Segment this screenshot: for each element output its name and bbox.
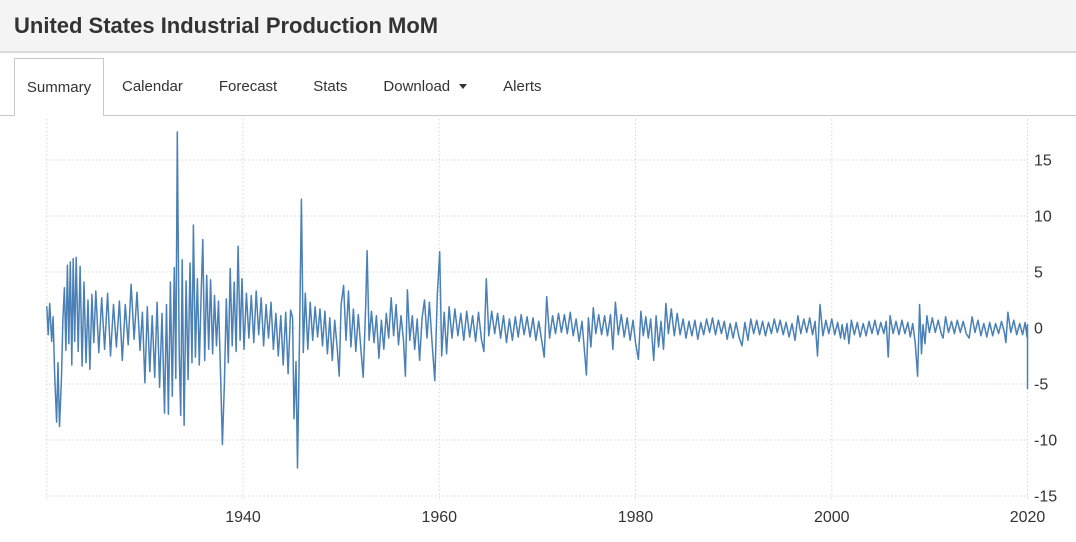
x-axis-tick-label: 2020 <box>1010 509 1046 526</box>
y-axis-tick-label: 15 <box>1034 153 1052 170</box>
x-axis-tick-label: 1980 <box>618 509 654 526</box>
tab-calendar-label: Calendar <box>122 78 183 95</box>
x-axis-tick-label: 1960 <box>421 509 457 526</box>
y-axis-tick-label: -10 <box>1034 433 1057 450</box>
caret-down-icon <box>459 84 468 89</box>
tab-summary[interactable]: Summary <box>14 58 104 116</box>
tab-download-label: Download <box>383 78 451 95</box>
y-axis-tick-label: 10 <box>1034 209 1052 226</box>
tab-alerts-label: Alerts <box>503 78 542 95</box>
y-axis-tick-label: -5 <box>1034 377 1048 394</box>
chart-svg[interactable]: 15 10 5 0 -5 -10 -15 1940 1960 1980 2000 2020 <box>0 116 1076 542</box>
tab-alerts[interactable]: Alerts <box>485 58 559 115</box>
series-line <box>46 131 1029 469</box>
tab-forecast[interactable]: Forecast <box>201 58 295 115</box>
tab-list: Summary Calendar Forecast Stats Download… <box>0 53 1076 116</box>
x-axis-tick-label: 2000 <box>814 509 850 526</box>
tab-stats-label: Stats <box>313 78 348 95</box>
page-header: United States Industrial Production MoM <box>0 0 1076 53</box>
tab-stats[interactable]: Stats <box>295 58 365 115</box>
chart-panel: 15 10 5 0 -5 -10 -15 1940 1960 1980 2000 2020 <box>0 116 1076 542</box>
y-axis-tick-label: 0 <box>1034 321 1043 338</box>
y-axis-tick-label: -15 <box>1034 489 1057 506</box>
tab-download[interactable]: Download <box>365 58 485 115</box>
tab-bar: Summary Calendar Forecast Stats Download… <box>0 53 1076 116</box>
page-title: United States Industrial Production MoM <box>14 12 439 38</box>
tab-summary-label: Summary <box>26 79 92 96</box>
tab-forecast-label: Forecast <box>218 78 278 95</box>
y-axis-tick-label: 5 <box>1034 265 1043 282</box>
tab-calendar[interactable]: Calendar <box>104 58 201 115</box>
x-axis-tick-label: 1940 <box>225 509 261 526</box>
